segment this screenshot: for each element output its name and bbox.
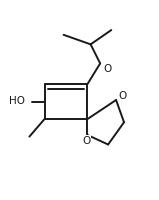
Text: O: O — [103, 64, 111, 74]
Text: O: O — [118, 91, 127, 101]
Text: HO: HO — [9, 96, 25, 106]
Text: O: O — [83, 136, 91, 146]
